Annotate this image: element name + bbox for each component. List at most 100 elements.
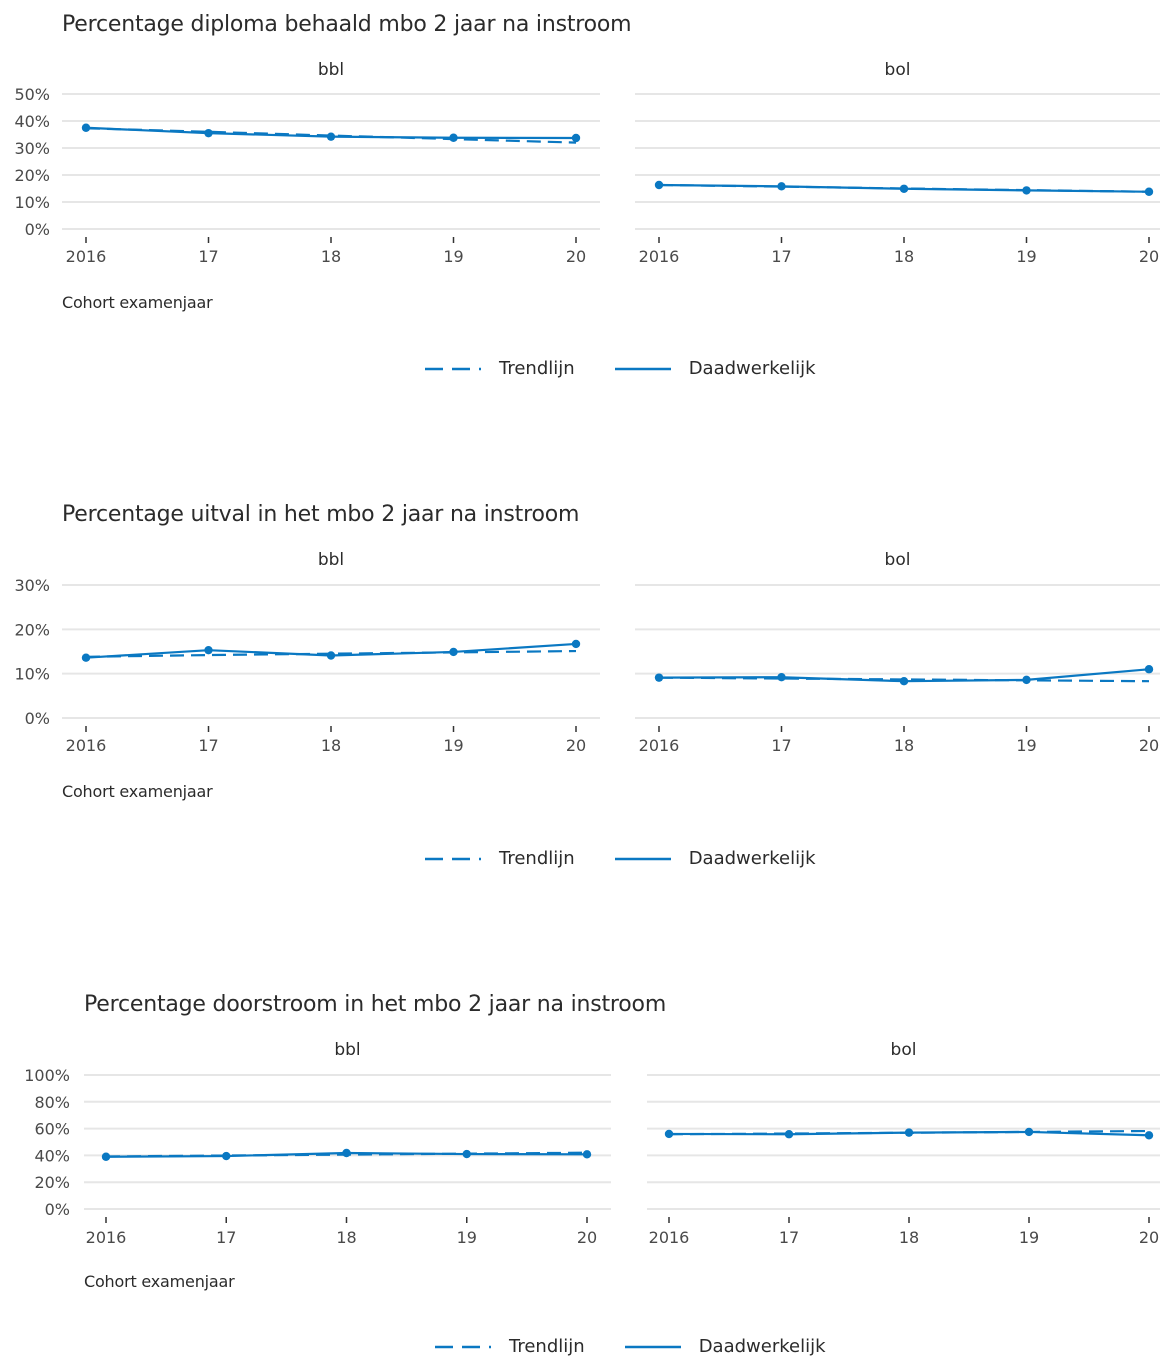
x-tick-label: 18 [336, 1228, 356, 1247]
data-point [1022, 675, 1031, 685]
data-point [777, 182, 786, 191]
data-point [899, 677, 909, 686]
y-tick-label: 50% [14, 85, 50, 104]
legend-label: Trendlijn [509, 1336, 585, 1357]
legend: Trendlijn Daadwerkelijk [435, 1336, 866, 1357]
dashed-line-icon [435, 1345, 491, 1348]
chart-title: Percentage diploma behaald mbo 2 jaar na… [62, 12, 632, 37]
legend-item-trendlijn: Trendlijn [425, 848, 575, 869]
chart-title: Percentage uitval in het mbo 2 jaar na i… [62, 502, 580, 527]
facet-label-bbl: bbl [318, 550, 344, 570]
data-point [664, 1129, 674, 1139]
y-tick-label: 0% [25, 220, 50, 239]
x-tick-label: 17 [198, 736, 218, 755]
data-point [654, 673, 664, 682]
x-tick-label: 18 [321, 736, 341, 755]
data-point [784, 1130, 794, 1139]
y-tick-label: 0% [45, 1200, 70, 1219]
y-tick-label: 40% [34, 1146, 70, 1165]
x-tick-label: 2016 [66, 736, 107, 755]
series-line-trendlijn [85, 127, 577, 144]
x-tick-label: 2016 [639, 736, 680, 755]
data-point [777, 673, 786, 682]
legend-item-trendlijn: Trendlijn [425, 358, 575, 379]
x-tick-label: 2016 [66, 247, 107, 266]
data-point [899, 184, 909, 193]
facet-label-bol: bol [891, 1040, 917, 1060]
x-axis-label: Cohort examenjaar [84, 1272, 235, 1291]
x-tick-label: 20 [1139, 247, 1159, 266]
data-point [204, 645, 213, 655]
legend-label: Daadwerkelijk [688, 848, 816, 869]
data-point [1144, 665, 1154, 674]
data-point [326, 651, 336, 660]
facet-label-bbl: bbl [334, 1040, 360, 1060]
x-tick-label: 18 [899, 1228, 919, 1247]
y-tick-label: 0% [25, 709, 50, 728]
x-axis-label: Cohort examenjaar [62, 293, 213, 312]
y-tick-label: 20% [34, 1173, 70, 1192]
data-point [571, 133, 581, 143]
data-point [342, 1148, 351, 1158]
solid-line-icon [614, 367, 671, 370]
legend: Trendlijn Daadwerkelijk [425, 848, 856, 869]
x-tick-label: 18 [321, 247, 341, 266]
facet-label-bol: bol [885, 550, 911, 570]
y-tick-label: 30% [14, 139, 50, 158]
y-tick-label: 100% [24, 1066, 70, 1085]
legend-label: Trendlijn [499, 848, 575, 869]
legend-item-daadwerkelijk: Daadwerkelijk [614, 358, 816, 379]
y-tick-label: 80% [34, 1093, 70, 1112]
data-point [1024, 1127, 1034, 1137]
x-tick-label: 17 [198, 247, 218, 266]
y-tick-label: 40% [14, 112, 50, 131]
x-tick-label: 19 [457, 1228, 477, 1247]
series-line-trendlijn [85, 649, 577, 658]
x-tick-label: 2016 [649, 1228, 690, 1247]
y-tick-label: 10% [14, 665, 50, 684]
x-tick-label: 20 [566, 736, 586, 755]
legend-label: Daadwerkelijk [698, 1336, 826, 1357]
legend: Trendlijn Daadwerkelijk [425, 358, 856, 379]
data-point [1144, 1131, 1154, 1140]
x-tick-label: 20 [1139, 736, 1159, 755]
x-tick-label: 19 [1016, 736, 1036, 755]
chart-plot: 0% 20% 40% 60% 80% 100% bbl 2016 17 18 19 20 bol 2016… [24, 1040, 1160, 1247]
dashed-line-icon [425, 857, 481, 860]
data-point [1144, 187, 1154, 196]
chart-plot: 0% 10% 20% 30% bbl 2016 17 18 19 20 bol 2016 17 18 19 2… [14, 550, 1160, 755]
x-tick-label: 17 [771, 736, 791, 755]
series-line-trendlijn [658, 676, 1150, 683]
y-tick-label: 30% [14, 576, 50, 595]
x-axis-label: Cohort examenjaar [62, 782, 213, 801]
data-point [326, 132, 336, 141]
x-tick-label: 18 [894, 736, 914, 755]
x-tick-label: 2016 [639, 247, 680, 266]
solid-line-icon [624, 1345, 681, 1348]
data-point [462, 1149, 471, 1159]
x-tick-label: 17 [779, 1228, 799, 1247]
x-tick-label: 19 [443, 247, 463, 266]
legend-label: Daadwerkelijk [688, 358, 816, 379]
data-point [571, 639, 581, 649]
x-tick-label: 19 [1016, 247, 1036, 266]
x-tick-label: 19 [1019, 1228, 1039, 1247]
legend-label: Trendlijn [499, 358, 575, 379]
data-point [81, 653, 91, 662]
x-tick-label: 20 [577, 1228, 597, 1247]
data-point [222, 1151, 231, 1161]
x-tick-label: 19 [443, 736, 463, 755]
dashed-line-icon [425, 367, 481, 370]
chart-plot: 0% 10% 20% 30% 40% 50% bbl 2016 17 18 19 20 bol 2016 1… [14, 60, 1160, 266]
x-tick-label: 20 [1139, 1228, 1159, 1247]
facet-label-bbl: bbl [318, 60, 344, 80]
x-tick-label: 17 [771, 247, 791, 266]
solid-line-icon [614, 857, 671, 860]
data-point [81, 123, 91, 132]
facet-label-bol: bol [885, 60, 911, 80]
data-point [101, 1152, 111, 1161]
legend-item-daadwerkelijk: Daadwerkelijk [614, 848, 816, 869]
x-tick-label: 20 [566, 247, 586, 266]
data-point [449, 133, 458, 142]
y-tick-label: 60% [34, 1120, 70, 1139]
